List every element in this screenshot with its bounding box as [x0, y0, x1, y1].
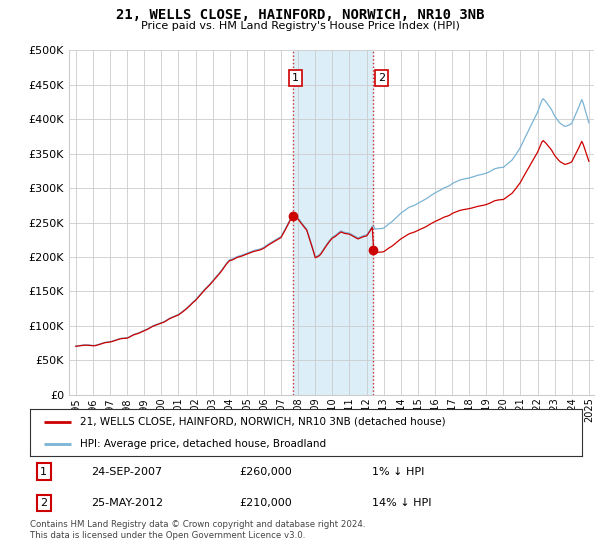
Text: 25-MAY-2012: 25-MAY-2012 — [91, 498, 163, 508]
Text: 2: 2 — [40, 498, 47, 508]
Text: 14% ↓ HPI: 14% ↓ HPI — [372, 498, 432, 508]
Text: Contains HM Land Registry data © Crown copyright and database right 2024.
This d: Contains HM Land Registry data © Crown c… — [30, 520, 365, 540]
Text: HPI: Average price, detached house, Broadland: HPI: Average price, detached house, Broa… — [80, 438, 326, 449]
Text: 2: 2 — [378, 73, 385, 83]
Text: Price paid vs. HM Land Registry's House Price Index (HPI): Price paid vs. HM Land Registry's House … — [140, 21, 460, 31]
Text: 1: 1 — [40, 466, 47, 477]
Text: 1: 1 — [292, 73, 299, 83]
Text: 21, WELLS CLOSE, HAINFORD, NORWICH, NR10 3NB: 21, WELLS CLOSE, HAINFORD, NORWICH, NR10… — [116, 8, 484, 22]
Text: £260,000: £260,000 — [240, 466, 293, 477]
Bar — [293, 50, 373, 395]
Text: 1% ↓ HPI: 1% ↓ HPI — [372, 466, 425, 477]
Text: 21, WELLS CLOSE, HAINFORD, NORWICH, NR10 3NB (detached house): 21, WELLS CLOSE, HAINFORD, NORWICH, NR10… — [80, 417, 445, 427]
Text: £210,000: £210,000 — [240, 498, 293, 508]
Text: 24-SEP-2007: 24-SEP-2007 — [91, 466, 162, 477]
